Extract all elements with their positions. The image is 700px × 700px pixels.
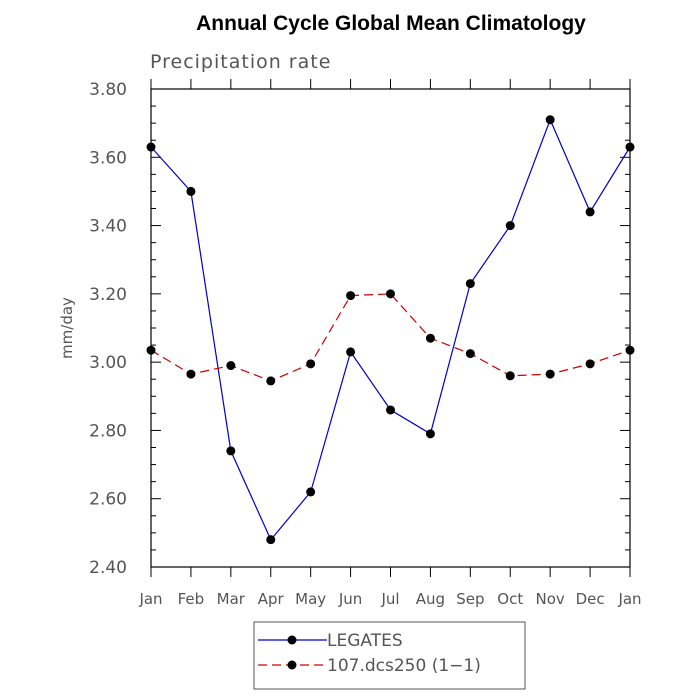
series-layer xyxy=(146,115,635,545)
data-point xyxy=(386,289,395,299)
y-tick-label: 2.80 xyxy=(89,421,127,441)
y-tick-label: 2.60 xyxy=(89,490,127,510)
data-point xyxy=(625,142,635,152)
data-point xyxy=(186,186,196,196)
data-point xyxy=(465,349,475,359)
plot-border xyxy=(150,88,631,568)
legend-swatch-marker xyxy=(287,635,297,645)
data-point xyxy=(545,115,555,125)
data-point xyxy=(505,371,515,381)
y-tick-label: 3.40 xyxy=(89,217,127,237)
legend: LEGATES 107.dcs250 (1−1) xyxy=(253,621,526,690)
data-point xyxy=(505,221,515,231)
data-point xyxy=(465,279,475,289)
x-tick-label: Apr xyxy=(258,590,285,608)
y-axis-label: mm/day xyxy=(58,297,76,359)
data-point xyxy=(425,429,435,439)
data-point xyxy=(266,535,276,545)
plot-frame xyxy=(150,88,631,568)
chart-subtitle: Precipitation rate xyxy=(150,51,331,73)
series-2 xyxy=(146,289,635,386)
series-line xyxy=(150,118,631,541)
legend-label: 107.dcs250 (1−1) xyxy=(327,656,481,676)
data-point xyxy=(226,361,236,371)
data-point xyxy=(585,207,595,217)
x-tick-label: Jun xyxy=(338,590,362,608)
x-tick-label: May xyxy=(295,590,326,608)
x-tick-label: Jan xyxy=(138,590,162,608)
x-tick-label: Feb xyxy=(178,590,205,608)
data-point xyxy=(585,359,595,369)
x-axis: Jan Feb Mar Apr May Jun Jul Aug Sep Oct Nov Dec Jan xyxy=(138,79,642,608)
x-tick-label: Dec xyxy=(576,590,605,608)
data-point xyxy=(226,446,236,456)
series-line xyxy=(150,293,631,382)
data-point xyxy=(306,487,316,497)
chart-title: Annual Cycle Global Mean Climatology xyxy=(196,12,586,35)
data-point xyxy=(545,369,555,379)
data-point xyxy=(146,345,156,355)
data-point xyxy=(306,359,316,369)
legend-swatch-marker xyxy=(287,660,297,670)
y-tick-label: 3.20 xyxy=(89,285,127,305)
x-tick-label: Oct xyxy=(497,590,523,608)
y-tick-label: 2.40 xyxy=(89,558,127,578)
x-tick-label: Aug xyxy=(416,590,445,608)
data-point xyxy=(346,291,356,301)
x-tick-label: Mar xyxy=(217,590,246,608)
data-point xyxy=(386,405,395,415)
data-point xyxy=(266,376,276,386)
y-tick-label: 3.00 xyxy=(89,353,127,373)
x-tick-label: Jan xyxy=(617,590,641,608)
legend-label: LEGATES xyxy=(327,631,403,651)
x-tick-label: Jul xyxy=(380,590,399,608)
data-point xyxy=(146,142,156,152)
x-tick-label: Sep xyxy=(456,590,484,608)
data-point xyxy=(186,369,196,379)
data-point xyxy=(346,347,356,357)
series-1 xyxy=(146,115,635,545)
data-point xyxy=(425,333,435,343)
legend-box xyxy=(253,621,526,690)
x-tick-label: Nov xyxy=(536,590,565,608)
y-axis: 2.40 2.60 2.80 3.00 3.20 3.40 3.60 3.80 xyxy=(89,80,630,578)
y-tick-label: 3.60 xyxy=(89,148,127,168)
data-point xyxy=(625,345,635,355)
y-tick-label: 3.80 xyxy=(89,80,127,100)
